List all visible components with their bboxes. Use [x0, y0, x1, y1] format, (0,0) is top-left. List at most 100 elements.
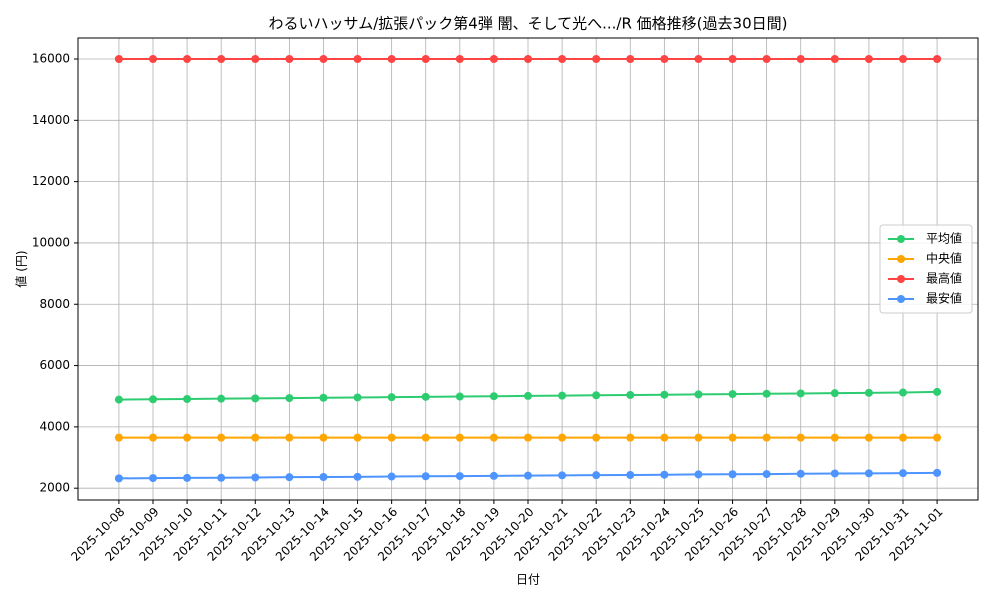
legend-box: [879, 224, 973, 314]
point: [114, 395, 123, 404]
point: [387, 472, 396, 481]
legend-marker: [897, 295, 905, 303]
point: [626, 433, 635, 442]
point: [421, 392, 430, 401]
point: [285, 55, 294, 63]
point: [183, 473, 192, 482]
point: [455, 392, 464, 401]
point: [830, 389, 839, 398]
y-axis-label: 値 (円): [14, 250, 29, 287]
point: [421, 55, 430, 63]
point: [899, 469, 907, 478]
legend-marker: [897, 255, 905, 263]
point: [149, 395, 157, 404]
point: [694, 55, 703, 63]
point: [694, 390, 703, 399]
point: [933, 433, 942, 442]
point: [387, 433, 396, 442]
point: [217, 433, 226, 442]
point: [524, 391, 532, 400]
y-tick-label: 8000: [39, 297, 70, 311]
point: [626, 471, 635, 480]
point: [489, 433, 498, 442]
point: [114, 433, 123, 442]
point: [489, 471, 498, 480]
point: [353, 433, 362, 442]
point: [728, 390, 737, 399]
point: [114, 474, 123, 483]
point: [217, 473, 226, 482]
point: [592, 433, 601, 442]
point: [285, 473, 294, 482]
legend-label: 最高値: [926, 271, 962, 286]
point: [796, 389, 805, 398]
plot-frame: [77, 37, 979, 501]
point: [864, 469, 873, 478]
y-tick-label: 14000: [32, 113, 70, 127]
point: [489, 392, 498, 401]
point: [592, 391, 601, 400]
point: [899, 433, 907, 442]
point: [489, 55, 498, 63]
point: [558, 471, 567, 480]
point: [592, 55, 601, 63]
y-tick-label: 10000: [32, 235, 70, 249]
point: [796, 469, 805, 478]
point: [319, 393, 328, 402]
point: [251, 433, 260, 442]
point: [694, 433, 703, 442]
point: [762, 433, 771, 442]
point: [455, 433, 464, 442]
legend-label: 中央値: [926, 251, 962, 266]
point: [217, 394, 226, 403]
point: [183, 55, 192, 63]
point: [592, 471, 601, 480]
point: [455, 55, 464, 63]
point: [830, 433, 839, 442]
point: [319, 55, 328, 63]
point: [899, 388, 907, 397]
point: [864, 55, 873, 63]
point: [660, 433, 669, 442]
point: [558, 55, 567, 63]
point: [933, 387, 942, 396]
point: [183, 394, 192, 403]
point: [796, 55, 805, 63]
point: [626, 391, 635, 399]
point: [762, 389, 771, 398]
point: [728, 470, 737, 479]
y-tick-label: 4000: [39, 419, 70, 433]
point: [149, 433, 157, 442]
point: [183, 433, 192, 442]
legend-label: 最安値: [926, 291, 962, 306]
point: [830, 469, 839, 478]
chart-title: わるいハッサム/拡張パック第4弾 闇、そして光へ.../R 価格推移(過去30日…: [269, 15, 788, 33]
point: [524, 433, 532, 442]
y-tick-label: 12000: [32, 174, 70, 188]
point: [660, 55, 669, 63]
point: [524, 55, 532, 63]
point: [558, 391, 567, 400]
point: [251, 55, 260, 63]
point: [899, 55, 907, 63]
point: [864, 433, 873, 442]
point: [796, 433, 805, 442]
point: [660, 470, 669, 479]
point: [728, 433, 737, 442]
point: [864, 388, 873, 397]
point: [933, 55, 942, 63]
point: [319, 473, 328, 482]
point: [421, 433, 430, 442]
point: [149, 474, 157, 483]
point: [353, 393, 362, 402]
point: [387, 55, 396, 63]
point: [353, 472, 362, 481]
point: [217, 55, 226, 63]
point: [149, 55, 157, 63]
point: [558, 433, 567, 442]
x-axis-label: 日付: [516, 573, 540, 587]
point: [285, 433, 294, 442]
point: [762, 55, 771, 63]
point: [830, 55, 839, 63]
